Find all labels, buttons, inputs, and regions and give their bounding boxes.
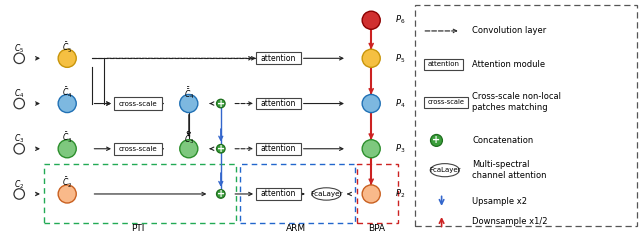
Text: $\bar{C}_2$: $\bar{C}_2$	[62, 176, 72, 190]
Text: FcaLayer: FcaLayer	[429, 167, 461, 173]
Ellipse shape	[312, 188, 341, 200]
Text: $P_3$: $P_3$	[395, 143, 405, 155]
Text: Attention module: Attention module	[472, 60, 545, 69]
Text: $\bar{C}_4$: $\bar{C}_4$	[62, 86, 72, 100]
Text: $C_4$: $C_4$	[14, 88, 24, 100]
Ellipse shape	[362, 94, 380, 113]
Ellipse shape	[362, 49, 380, 67]
Ellipse shape	[362, 185, 380, 203]
Text: $C_5$: $C_5$	[14, 43, 24, 55]
Text: $P_6$: $P_6$	[395, 14, 405, 26]
Ellipse shape	[58, 185, 76, 203]
Ellipse shape	[14, 189, 24, 199]
Text: $\bar{\bar{C}}_4$: $\bar{\bar{C}}_4$	[184, 85, 194, 101]
Text: $C_2$: $C_2$	[14, 178, 24, 191]
Bar	[415, 5, 637, 226]
Ellipse shape	[362, 140, 380, 158]
Text: $\bar{C}_5$: $\bar{C}_5$	[62, 40, 72, 55]
Text: FcaLayer: FcaLayer	[310, 191, 342, 197]
Text: $\bar{C}_3$: $\bar{C}_3$	[62, 131, 72, 145]
Ellipse shape	[14, 144, 24, 154]
Text: Downsample x1/2: Downsample x1/2	[472, 217, 548, 226]
Text: $P_2$: $P_2$	[395, 188, 405, 200]
Text: $C_3$: $C_3$	[14, 133, 24, 145]
Text: Concatenation: Concatenation	[472, 136, 534, 145]
Text: +: +	[433, 135, 440, 145]
Text: ARM: ARM	[285, 224, 306, 233]
Ellipse shape	[431, 134, 442, 146]
Ellipse shape	[216, 99, 225, 108]
Text: $\bar{\bar{C}}_3$: $\bar{\bar{C}}_3$	[184, 130, 194, 146]
FancyBboxPatch shape	[256, 143, 301, 155]
Text: Multi-spectral
channel attention: Multi-spectral channel attention	[472, 160, 547, 180]
Ellipse shape	[216, 190, 225, 198]
Ellipse shape	[216, 144, 225, 153]
Ellipse shape	[58, 49, 76, 67]
Text: $P_5$: $P_5$	[395, 52, 405, 64]
FancyBboxPatch shape	[114, 143, 161, 155]
Text: cross-scale: cross-scale	[118, 100, 157, 107]
Ellipse shape	[14, 98, 24, 109]
FancyBboxPatch shape	[424, 97, 468, 108]
Text: attention: attention	[260, 99, 296, 108]
FancyBboxPatch shape	[256, 188, 301, 200]
FancyBboxPatch shape	[256, 52, 301, 64]
Text: Upsample x2: Upsample x2	[472, 197, 527, 206]
Bar	[44, 164, 236, 223]
Ellipse shape	[180, 140, 198, 158]
FancyBboxPatch shape	[424, 59, 463, 70]
Bar	[357, 164, 398, 223]
Ellipse shape	[58, 140, 76, 158]
Ellipse shape	[14, 53, 24, 64]
Ellipse shape	[430, 164, 460, 177]
Text: BPA: BPA	[368, 224, 385, 233]
Text: PTI: PTI	[131, 224, 144, 233]
Text: attention: attention	[428, 61, 460, 67]
Text: attention: attention	[260, 54, 296, 63]
Bar	[240, 164, 355, 223]
FancyBboxPatch shape	[114, 97, 161, 110]
Text: attention: attention	[260, 189, 296, 198]
Text: cross-scale: cross-scale	[118, 146, 157, 152]
Text: Cross-scale non-local
patches matching: Cross-scale non-local patches matching	[472, 92, 561, 112]
Text: Convolution layer: Convolution layer	[472, 26, 547, 35]
Text: +: +	[217, 144, 225, 154]
Text: $P_4$: $P_4$	[395, 97, 405, 110]
Text: +: +	[217, 189, 225, 199]
Text: +: +	[217, 99, 225, 109]
FancyBboxPatch shape	[256, 98, 301, 109]
Text: attention: attention	[260, 144, 296, 153]
Text: cross-scale: cross-scale	[428, 99, 465, 105]
Ellipse shape	[362, 11, 380, 29]
Ellipse shape	[58, 94, 76, 113]
Ellipse shape	[180, 94, 198, 113]
